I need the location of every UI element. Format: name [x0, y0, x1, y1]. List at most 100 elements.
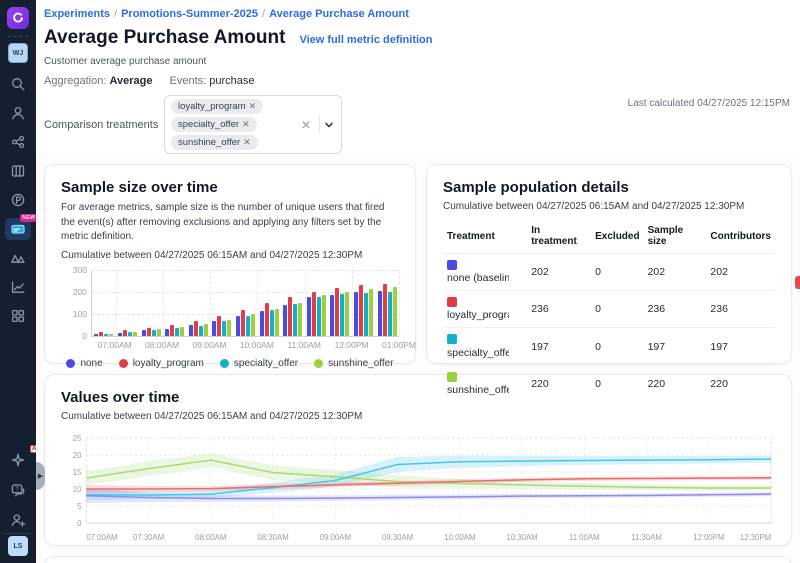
- treatment-chip[interactable]: specialty_offer✕: [171, 117, 257, 132]
- bar-loyalty_program: [288, 297, 292, 335]
- bar-group[interactable]: [352, 271, 376, 336]
- chip-remove-icon[interactable]: ✕: [243, 137, 251, 147]
- bar-group[interactable]: [234, 271, 258, 336]
- person-add-icon: [10, 512, 26, 528]
- sidebar-item-feature-gates[interactable]: [5, 160, 31, 182]
- aggregation-value: Average: [109, 75, 152, 87]
- legend-dot: [66, 359, 75, 368]
- values-cumulative: Cumulative between 04/27/2025 06:15AM an…: [61, 411, 775, 422]
- bar-specialty_offer: [340, 294, 344, 336]
- excluded-value: 0: [591, 328, 643, 365]
- bar-sunshine_offer: [180, 327, 184, 336]
- bar-loyalty_program: [217, 316, 221, 335]
- sidebar-item-search[interactable]: [5, 73, 31, 95]
- bar-loyalty_program: [241, 310, 245, 335]
- bar-loyalty_program: [312, 292, 316, 336]
- bar-group[interactable]: [375, 271, 399, 336]
- table-header: Treatment: [443, 221, 527, 254]
- bar-group[interactable]: [281, 271, 305, 336]
- table-row[interactable]: sunshine_offer2200220220: [443, 365, 775, 402]
- line-chart-y-tick: 10: [73, 485, 82, 494]
- bar-group[interactable]: [186, 271, 210, 336]
- sidebar-item-help[interactable]: ?: [5, 479, 31, 501]
- bar-sunshine_offer: [109, 334, 113, 336]
- sidebar-item-users[interactable]: [5, 102, 31, 124]
- breadcrumb-metric-name[interactable]: Average Purchase Amount: [269, 8, 409, 20]
- legend-item-sunshine_offer[interactable]: sunshine_offer: [314, 358, 393, 369]
- sidebar-nav: NEW: [5, 73, 31, 327]
- table-row[interactable]: none (baseline)2020202202: [443, 254, 775, 291]
- bar-none: [354, 292, 358, 336]
- bar-loyalty_program: [335, 288, 339, 336]
- sidebar-item-metrics[interactable]: [5, 276, 31, 298]
- bar-group[interactable]: [92, 271, 116, 336]
- bar-group[interactable]: [210, 271, 234, 336]
- bar-group[interactable]: [163, 271, 187, 336]
- sidebar-item-ai-assistant[interactable]: AI: [5, 449, 31, 471]
- treatment-chip[interactable]: loyalty_program✕: [171, 99, 263, 114]
- page-title: Average Purchase Amount: [44, 27, 285, 49]
- sidebar-item-pulse[interactable]: [5, 189, 31, 211]
- comparison-treatments-select[interactable]: loyalty_program✕ specialty_offer✕ sunshine…: [164, 95, 342, 154]
- treatment-name: loyalty_program: [447, 309, 509, 321]
- sidebar-bottom-divider: [5, 533, 31, 534]
- chip-remove-icon[interactable]: ✕: [249, 101, 257, 111]
- sidebar-item-invite[interactable]: [5, 509, 31, 531]
- bar-sunshine_offer: [322, 295, 326, 335]
- sidebar-item-holdouts[interactable]: [5, 247, 31, 269]
- bar-group[interactable]: [139, 271, 163, 336]
- bar-group[interactable]: [304, 271, 328, 336]
- console-badge: NEW: [20, 214, 37, 222]
- population-table: TreatmentIn treatmentExcludedSample size…: [443, 221, 775, 402]
- user-avatar[interactable]: LS: [8, 536, 28, 556]
- chat-help-icon: ?: [10, 482, 26, 498]
- contributors-value: 236: [706, 291, 775, 328]
- bar-specialty_offer: [270, 310, 274, 336]
- breadcrumb-experiments[interactable]: Experiments: [44, 8, 110, 20]
- in-treatment-value: 236: [527, 291, 591, 328]
- legend-item-specialty_offer[interactable]: specialty_offer: [220, 358, 298, 369]
- bar-loyalty_program: [99, 332, 103, 335]
- line-chart-x-tick: 12:30PM: [740, 533, 771, 542]
- bar-group[interactable]: [116, 271, 140, 336]
- chevron-down-icon[interactable]: [323, 119, 335, 131]
- bar-specialty_offer: [152, 330, 156, 336]
- bar-loyalty_program: [147, 328, 151, 335]
- legend-label: sunshine_offer: [328, 358, 393, 369]
- treatment-color-swatch: [447, 372, 457, 382]
- treatment-color-swatch: [447, 334, 457, 344]
- clear-selection-icon[interactable]: ✕: [296, 118, 316, 132]
- bar-group[interactable]: [257, 271, 281, 336]
- workspace-avatar[interactable]: WJ: [8, 43, 28, 63]
- bar-sunshine_offer: [345, 292, 349, 335]
- sidebar-item-console[interactable]: NEW: [5, 218, 31, 240]
- sidebar-item-experiments[interactable]: [5, 131, 31, 153]
- bar-chart-legend: none loyalty_program specialty_offer sunshi…: [61, 358, 399, 369]
- legend-item-none[interactable]: none: [66, 358, 102, 369]
- sidebar-item-dashboards[interactable]: [5, 305, 31, 327]
- metric-subtitle: Customer average purchase amount: [44, 56, 790, 67]
- bar-specialty_offer: [293, 304, 297, 336]
- experiments-icon: [10, 134, 26, 150]
- statsig-logo[interactable]: [7, 7, 29, 29]
- table-header: Contributors: [706, 221, 775, 254]
- sample-size-cumulative: Cumulative between 04/27/2025 06:15AM an…: [61, 250, 399, 261]
- legend-item-loyalty_program[interactable]: loyalty_program: [119, 358, 204, 369]
- bar-chart-x-tick: 09:00AM: [192, 340, 226, 350]
- table-row[interactable]: loyalty_program2360236236: [443, 291, 775, 328]
- line-chart-x-tick: 09:00AM: [320, 533, 351, 542]
- chip-remove-icon[interactable]: ✕: [242, 119, 250, 129]
- treatment-name: none (baseline): [447, 272, 509, 284]
- treatment-chip[interactable]: sunshine_offer✕: [171, 135, 258, 150]
- bar-group[interactable]: [328, 271, 352, 336]
- table-row[interactable]: specialty_offer1970197197: [443, 328, 775, 365]
- sidebar-divider: [8, 36, 28, 37]
- search-icon: [10, 76, 26, 92]
- breadcrumb-experiment-name[interactable]: Promotions-Summer-2025: [121, 8, 258, 20]
- breadcrumb: Experiments/Promotions-Summer-2025/Avera…: [44, 8, 790, 20]
- excluded-value: 0: [591, 365, 643, 402]
- population-cumulative: Cumulative between 04/27/2025 06:15AM an…: [443, 201, 775, 212]
- view-metric-definition-link[interactable]: View full metric definition: [299, 34, 432, 46]
- bar-loyalty_program: [359, 285, 363, 336]
- feedback-tab[interactable]: [795, 276, 800, 289]
